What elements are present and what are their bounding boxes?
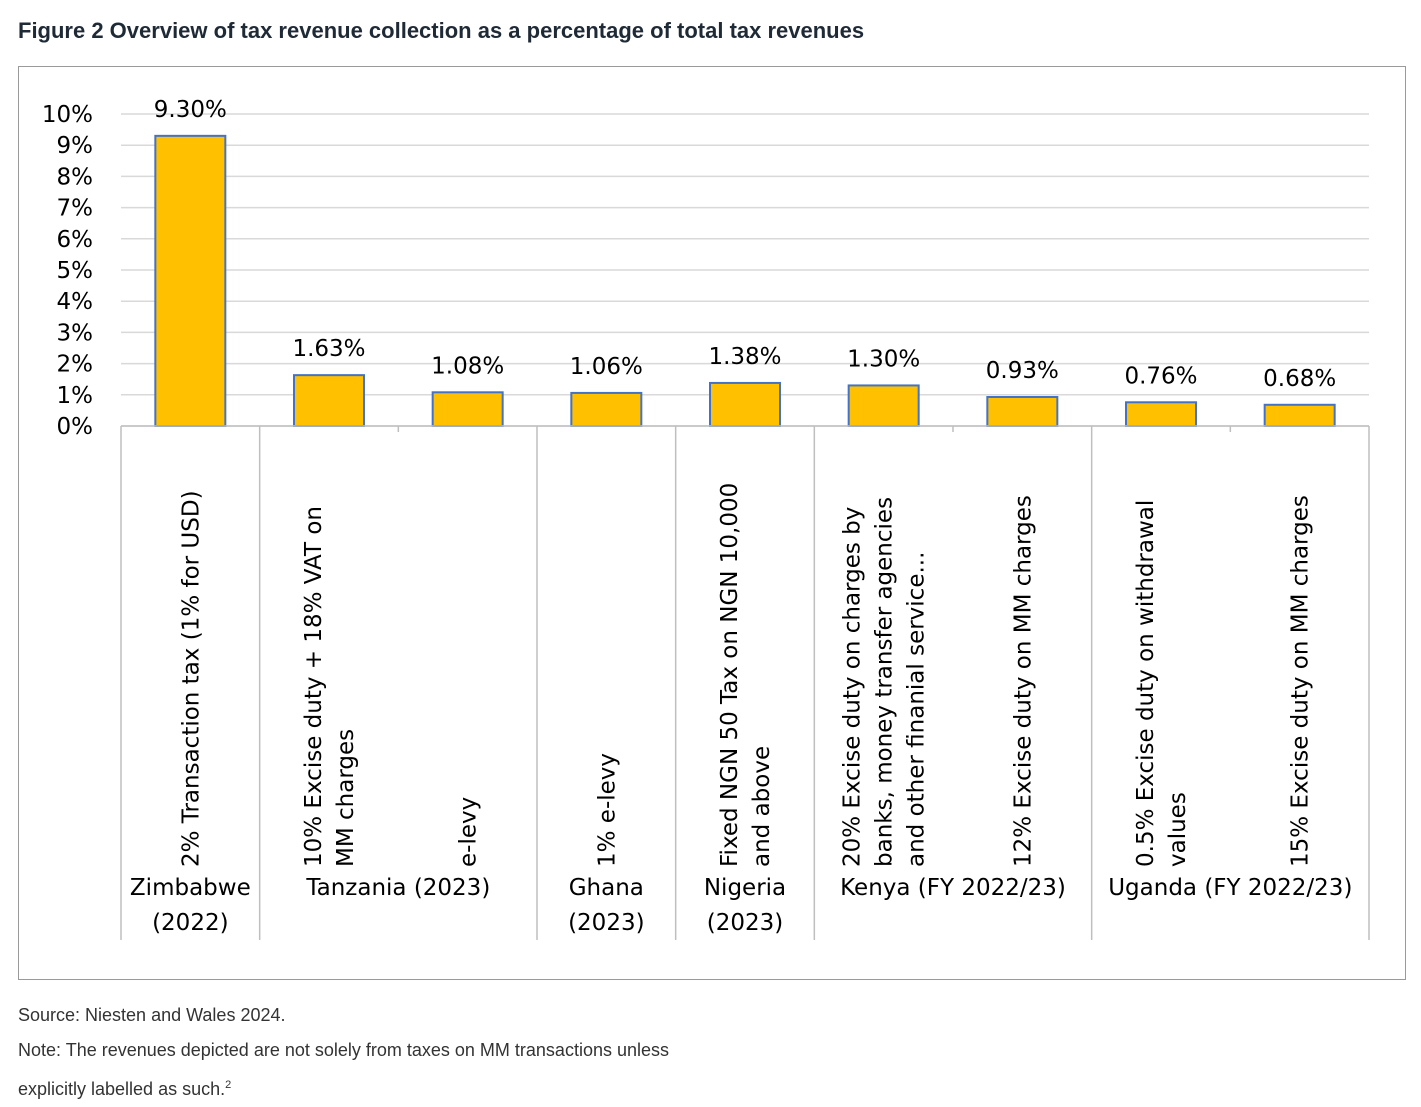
group-label-line: Uganda (FY 2022/23) (1108, 875, 1352, 901)
y-tick-label: 8% (57, 164, 94, 190)
bar (154, 134, 227, 427)
note-text-2: explicitly labelled as such.2 (18, 1068, 918, 1107)
group-label: Ghana (2023) (568, 875, 644, 936)
note-text: Note: The revenues depicted are not sole… (18, 1033, 918, 1068)
y-tick-label: 9% (57, 133, 94, 159)
y-tick-label: 1% (57, 383, 94, 409)
category-label: Fixed NGN 50 Tax on NGN 10,000 and above (717, 483, 775, 867)
bar (570, 391, 643, 428)
bar (847, 384, 920, 428)
data-label: 0.68% (1263, 366, 1336, 392)
data-label: 0.93% (986, 358, 1059, 384)
data-label: 1.06% (570, 354, 643, 380)
group-label: Nigeria (2023) (704, 875, 786, 936)
group-label: Kenya (FY 2022/23) (840, 875, 1066, 901)
group-label: Uganda (FY 2022/23) (1108, 875, 1352, 901)
data-labels: 9.30% 1.63% 1.08% 1.06% 1.38% 1.30% 0.93% 0.76%… (154, 97, 1336, 392)
note-line-1: Note: The revenues depicted are not sole… (18, 1040, 669, 1060)
category-label: 1% e-levy (594, 753, 620, 867)
y-tick-label: 6% (57, 227, 94, 253)
data-label: 0.76% (1124, 363, 1197, 389)
category-label-line: and other finanial service... (904, 552, 930, 867)
bar (293, 374, 365, 428)
data-label: 1.08% (431, 353, 504, 379)
category-labels: 2% Transaction tax (1% for USD) 10% Excis… (178, 483, 1313, 867)
y-tick-label: 2% (57, 352, 94, 378)
group-label-line: Tanzania (2023) (305, 875, 490, 901)
category-label-line: 2% Transaction tax (1% for USD) (178, 490, 204, 867)
group-label: Tanzania (2023) (305, 875, 490, 901)
chart-frame: 0% 1% 2% 3% 4% 5% 6% 7% 8% 9% 10% 9.30% 1.63% 1.08% 1… (18, 66, 1406, 980)
category-label-line: MM charges (333, 729, 359, 867)
footnote-marker: 2 (225, 1079, 232, 1091)
category-label-line: 20% Excise duty on charges by (840, 507, 866, 867)
y-tick-label: 5% (57, 258, 94, 284)
y-tick-label: 4% (57, 289, 94, 315)
bar (986, 395, 1059, 428)
category-label-line: 10% Excise duty + 18% VAT on (301, 506, 327, 867)
category-label: 2% Transaction tax (1% for USD) (178, 490, 204, 867)
y-axis-ticks: 0% 1% 2% 3% 4% 5% 6% 7% 8% 9% 10% (42, 102, 93, 440)
category-label: 10% Excise duty + 18% VAT on MM charges (301, 506, 359, 867)
data-label: 1.63% (292, 336, 365, 362)
category-label: 20% Excise duty on charges by banks, mone… (840, 497, 930, 867)
category-label: e-levy (456, 797, 482, 867)
group-label-line: Zimbabwe (130, 875, 251, 901)
data-label: 1.30% (847, 346, 920, 372)
category-label: 12% Excise duty on MM charges (1010, 495, 1036, 867)
category-label: 15% Excise duty on MM charges (1288, 495, 1314, 867)
category-label-line: 0.5% Excise duty on withdrawal (1133, 500, 1159, 867)
group-label-line: Ghana (569, 875, 644, 901)
category-label-line: and above (749, 746, 775, 867)
bars (154, 134, 1336, 428)
y-tick-label: 0% (57, 414, 94, 440)
category-label-line: banks, money transfer agencies (872, 497, 898, 867)
category-label-line: 12% Excise duty on MM charges (1010, 495, 1036, 867)
group-labels: Zimbabwe (2022) Tanzania (2023) Ghana (2023)… (130, 875, 1353, 936)
bar (431, 391, 504, 427)
y-tick-label: 3% (57, 320, 94, 346)
group-label: Zimbabwe (2022) (130, 875, 251, 936)
source-text: Source: Niesten and Wales 2024. (18, 1005, 286, 1025)
category-label: 0.5% Excise duty on withdrawal values (1133, 500, 1191, 867)
group-label-line: (2022) (152, 910, 228, 936)
bar (1263, 403, 1336, 427)
group-label-line: Kenya (FY 2022/23) (840, 875, 1066, 901)
y-tick-label: 7% (57, 196, 94, 222)
bar (1125, 401, 1197, 427)
category-label-line: e-levy (456, 797, 482, 867)
category-label-line: 15% Excise duty on MM charges (1288, 495, 1314, 867)
group-label-line: (2023) (568, 910, 644, 936)
category-label-line: values (1165, 792, 1191, 867)
figure-title: Figure 2 Overview of tax revenue collect… (18, 18, 865, 43)
bar (709, 381, 781, 427)
category-label-line: 1% e-levy (594, 753, 620, 867)
group-label-line: (2023) (707, 910, 783, 936)
bar-chart: 0% 1% 2% 3% 4% 5% 6% 7% 8% 9% 10% 9.30% 1.63% 1.08% 1… (42, 97, 1370, 940)
figure-notes: Source: Niesten and Wales 2024. Note: Th… (18, 998, 918, 1107)
data-label: 9.30% (154, 97, 227, 123)
data-label: 1.38% (708, 344, 781, 370)
note-line-2: explicitly labelled as such. (18, 1079, 226, 1099)
group-label-line: Nigeria (704, 875, 786, 901)
category-dividers (120, 425, 1370, 940)
y-tick-label: 10% (42, 102, 93, 128)
category-label-line: Fixed NGN 50 Tax on NGN 10,000 (717, 483, 743, 867)
